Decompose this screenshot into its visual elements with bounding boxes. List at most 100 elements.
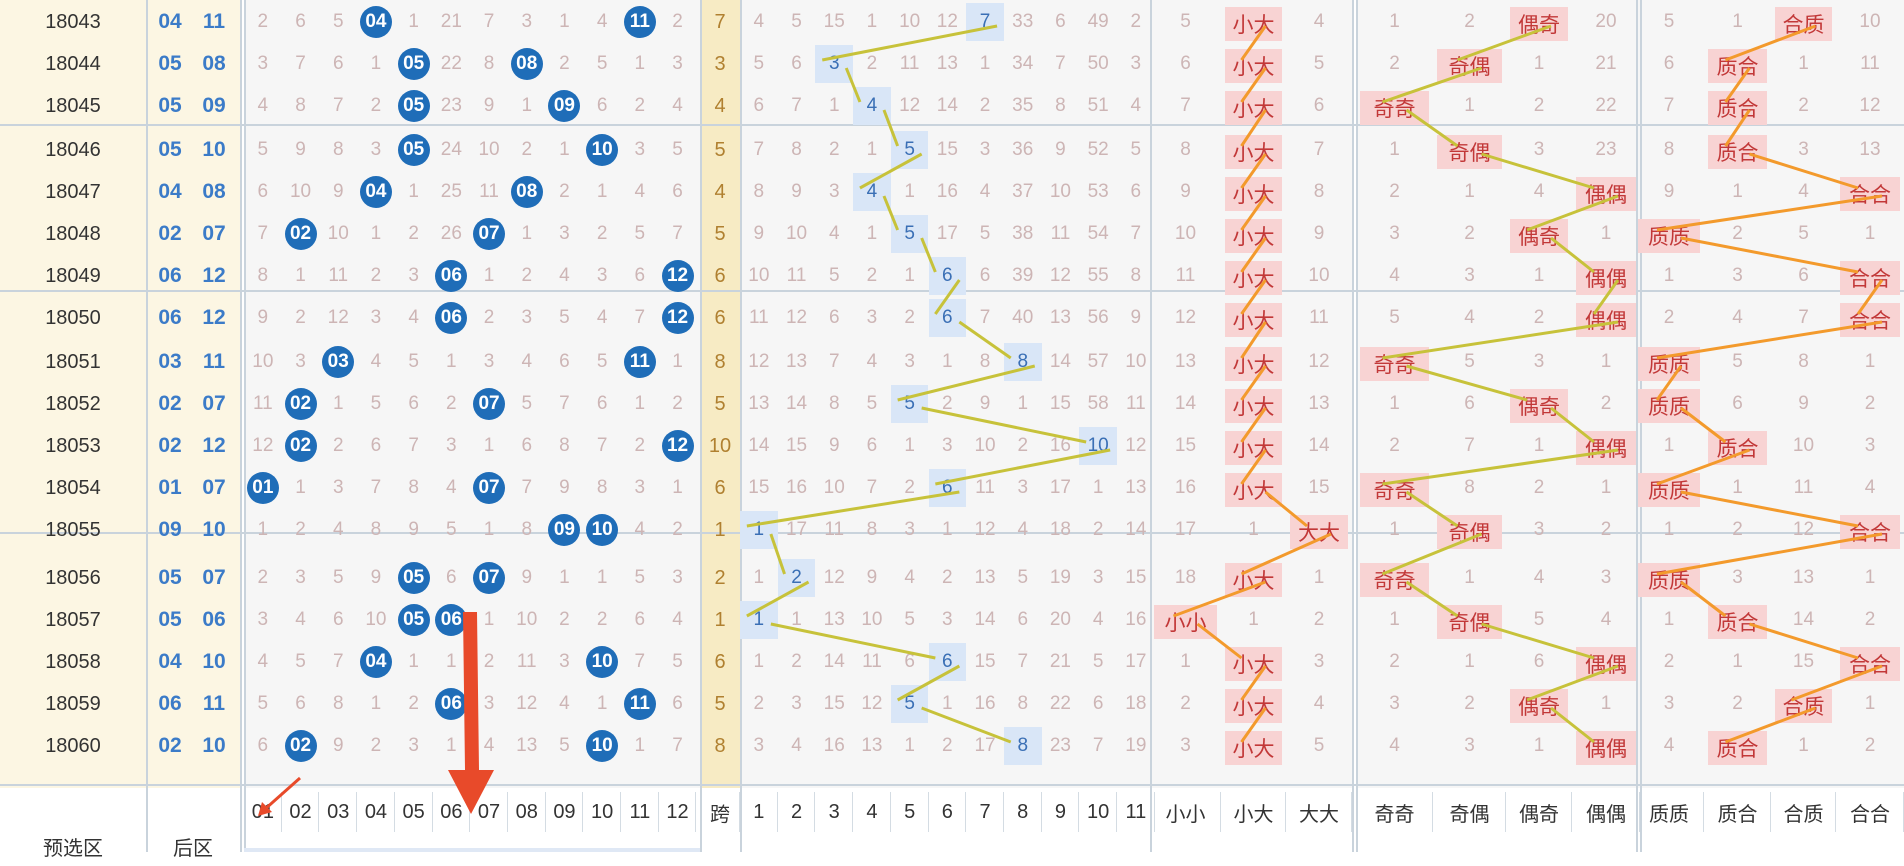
span-omission: 6	[866, 435, 878, 456]
span-value-header[interactable]: 9	[1054, 800, 1066, 823]
header-cell-border	[318, 792, 320, 832]
parity-omission: 1	[1389, 139, 1400, 160]
size-pattern-header[interactable]: 小小	[1165, 803, 1206, 826]
span-value-header[interactable]: 2	[790, 800, 803, 823]
span-value-header[interactable]: 1	[753, 800, 765, 823]
span-omission: 11	[1050, 223, 1071, 244]
omission-count: 4	[521, 351, 533, 372]
span-omission: 3	[828, 181, 840, 202]
span-omission: 13	[861, 735, 883, 756]
omission-count: 1	[634, 393, 646, 414]
parity-pattern-header[interactable]: 偶奇	[1519, 803, 1559, 826]
parity-omission: 4	[1600, 609, 1612, 630]
omission-count: 1	[408, 11, 419, 32]
omission-count: 4	[257, 95, 269, 116]
issue-number: 18045	[45, 94, 101, 117]
omission-count: 2	[483, 651, 495, 672]
front-number-header[interactable]: 12	[666, 800, 689, 823]
front-number-header[interactable]: 03	[327, 800, 350, 823]
back-number: 12	[202, 264, 226, 287]
omission-count: 8	[596, 477, 608, 498]
omission-count: 2	[370, 265, 382, 286]
span-omission: 8	[1130, 265, 1142, 286]
omission-count: 4	[672, 609, 683, 630]
span-omission: 6	[904, 651, 915, 672]
span-omission: 2	[979, 95, 991, 116]
omission-count: 4	[672, 95, 683, 116]
parity-omission: 2	[1389, 53, 1400, 74]
omission-count: 8	[257, 265, 269, 286]
omission-count: 8	[408, 477, 419, 498]
span-value-header[interactable]: 3	[828, 800, 840, 823]
span-omission: 9	[979, 393, 991, 414]
span-value-header[interactable]: 11	[1125, 800, 1147, 823]
back-number: 07	[202, 392, 226, 415]
prime-pattern-header[interactable]: 质合	[1717, 803, 1758, 826]
span-omission: 10	[1049, 181, 1071, 202]
front-number-header[interactable]: 09	[553, 800, 576, 823]
header-cell-border	[1116, 792, 1117, 832]
prime-omission: 1	[1864, 351, 1876, 372]
front-number-header[interactable]: 11	[629, 800, 651, 823]
omission-count: 10	[327, 223, 349, 244]
span-omission: 5	[828, 265, 840, 286]
header-cell-border	[1505, 792, 1506, 832]
size-pattern-header[interactable]: 大大	[1299, 803, 1339, 826]
header-cell-border	[1703, 792, 1704, 832]
drawn-number-ball: 05	[397, 604, 430, 636]
parity-omission: 5	[1389, 307, 1400, 328]
back-number: 07	[202, 566, 226, 589]
parity-omission: 3	[1464, 735, 1475, 756]
size-pattern-header[interactable]: 小大	[1233, 803, 1274, 826]
span-value-header[interactable]: 8	[1017, 800, 1029, 823]
omission-count: 4	[559, 265, 570, 286]
prime-omission: 3	[1663, 693, 1675, 714]
span-omission: 8	[1055, 95, 1066, 116]
front-number-header[interactable]: 10	[591, 800, 614, 823]
prime-pattern-header[interactable]: 合质	[1783, 803, 1824, 826]
size-omission: 13	[1308, 393, 1330, 414]
header-cell-border	[582, 792, 584, 832]
parity-omission: 3	[1389, 223, 1400, 244]
span-value-header[interactable]: 7	[979, 800, 991, 823]
front-number-header[interactable]: 05	[402, 800, 425, 823]
parity-pattern-header[interactable]: 奇奇	[1374, 803, 1415, 826]
prime-omission: 1	[1864, 567, 1876, 588]
span-omission: 39	[1012, 265, 1034, 286]
parity-pattern-header[interactable]: 偶偶	[1586, 803, 1626, 826]
prime-pattern-header[interactable]: 质质	[1649, 803, 1689, 826]
span-omission: 4	[979, 181, 991, 202]
parity-pattern-header[interactable]: 奇偶	[1449, 803, 1490, 826]
drawn-number-ball: 09	[548, 90, 581, 122]
omission-count: 7	[332, 95, 344, 116]
front-number-header[interactable]: 08	[515, 800, 538, 823]
size-omission: 15	[1174, 435, 1197, 456]
front-number-header[interactable]: 02	[289, 800, 312, 823]
size-omission: 5	[1313, 53, 1325, 74]
drawn-number-ball: 09	[548, 514, 581, 546]
drawn-number-ball: 11	[623, 346, 656, 378]
span-value-header[interactable]: 10	[1087, 800, 1110, 823]
span-value-header[interactable]: 6	[941, 800, 953, 823]
parity-omission: 7	[1464, 435, 1475, 456]
prime-pattern-header[interactable]: 合合	[1850, 803, 1890, 826]
header-cell-border	[1835, 792, 1836, 832]
omission-count: 4	[408, 307, 419, 328]
back-number: 04	[158, 650, 182, 673]
omission-count: 4	[257, 651, 269, 672]
span-omission: 3	[979, 139, 991, 160]
span-value-header[interactable]: 4	[866, 800, 878, 823]
omission-count: 2	[672, 11, 683, 32]
span-value-header[interactable]: 5	[904, 800, 916, 823]
preselect-input-strip[interactable]	[244, 848, 700, 852]
front-number-header[interactable]: 04	[364, 800, 388, 823]
span-omission: 2	[791, 651, 802, 672]
size-omission: 12	[1174, 307, 1197, 328]
omission-count: 3	[559, 651, 570, 672]
prime-omission: 1	[1732, 181, 1743, 202]
front-number-header[interactable]: 07	[477, 800, 501, 823]
span-omission: 6	[1055, 11, 1066, 32]
front-number-header[interactable]: 06	[440, 800, 463, 823]
span-header[interactable]: 跨	[710, 803, 730, 826]
omission-count: 4	[559, 693, 570, 714]
